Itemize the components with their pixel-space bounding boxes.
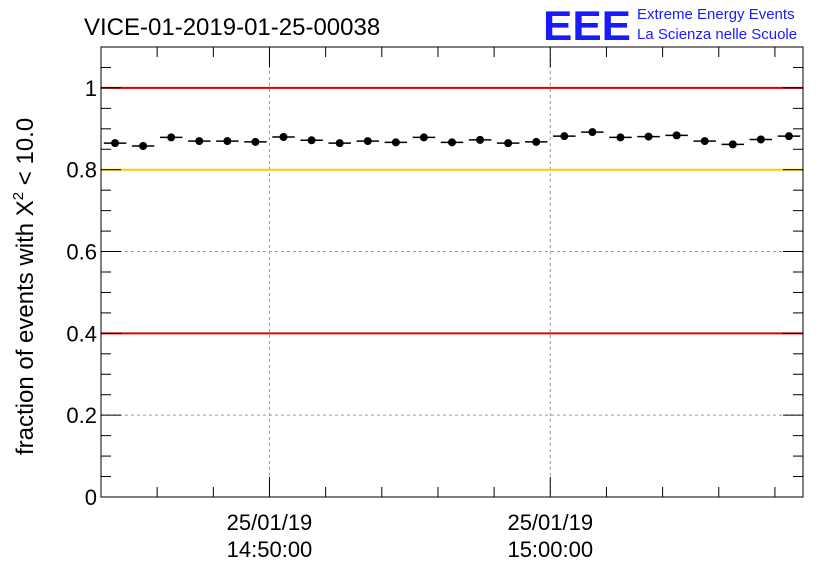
data-point bbox=[356, 137, 379, 146]
data-point-marker bbox=[672, 131, 681, 140]
data-point bbox=[131, 142, 155, 150]
data-point-marker bbox=[195, 137, 204, 146]
x-tick-label-date-0: 25/01/19 bbox=[227, 510, 313, 535]
data-point-marker bbox=[616, 133, 625, 142]
data-point-marker bbox=[363, 137, 372, 146]
data-point bbox=[300, 136, 323, 145]
grid-lines bbox=[101, 47, 803, 497]
data-point bbox=[693, 137, 716, 146]
data-point-marker bbox=[391, 138, 400, 147]
data-point-marker bbox=[448, 138, 456, 147]
eee-logo-line1: Extreme Energy Events bbox=[637, 6, 795, 23]
chart-title: VICE-01-2019-01-25-00038 bbox=[84, 14, 380, 41]
data-point bbox=[777, 132, 801, 141]
y-tick-label-5: 1 bbox=[85, 76, 97, 101]
data-point bbox=[440, 138, 464, 147]
eee-logo-line2: La Scienza nelle Scuole bbox=[637, 26, 797, 43]
data-point bbox=[244, 137, 267, 146]
data-point bbox=[272, 133, 295, 141]
data-point bbox=[468, 135, 492, 144]
data-point bbox=[553, 132, 576, 141]
y-tick-label-0: 0 bbox=[85, 485, 97, 510]
y-axis-label-symbol: X bbox=[12, 200, 39, 216]
data-point bbox=[216, 137, 239, 146]
x-tick-label-time-1: 15:00:00 bbox=[507, 537, 593, 562]
data-point-marker bbox=[588, 128, 597, 137]
y-tick-label-2: 0.4 bbox=[66, 321, 97, 346]
data-point bbox=[637, 132, 660, 141]
data-point-marker bbox=[279, 133, 288, 141]
y-tick-label-4: 0.8 bbox=[66, 158, 97, 183]
x-tick-label-time-0: 14:50:00 bbox=[227, 537, 313, 562]
data-point-marker bbox=[139, 142, 148, 150]
y-tick-label-1: 0.2 bbox=[66, 403, 97, 428]
data-point bbox=[665, 131, 688, 140]
data-point bbox=[384, 138, 408, 147]
data-point bbox=[721, 140, 745, 149]
data-point-marker bbox=[728, 140, 737, 149]
data-point bbox=[525, 137, 548, 146]
data-point bbox=[749, 135, 773, 144]
plot-frame bbox=[100, 46, 804, 498]
data-point-marker bbox=[223, 137, 232, 146]
data-point bbox=[496, 139, 520, 148]
data-point bbox=[609, 133, 632, 142]
data-point-marker bbox=[644, 132, 653, 141]
data-point bbox=[412, 133, 436, 142]
data-point-marker bbox=[532, 137, 541, 146]
data-point-marker bbox=[111, 139, 120, 148]
y-axis-label: fraction of events with X2 < 10.0 bbox=[10, 118, 39, 455]
data-point-marker bbox=[756, 135, 765, 144]
y-axis-label-suffix: < 10.0 bbox=[12, 118, 39, 192]
data-point-marker bbox=[335, 139, 344, 148]
data-point-marker bbox=[784, 132, 793, 141]
y-tick-labels: 0 0.2 0.4 0.6 0.8 1 bbox=[66, 76, 97, 510]
data-point-marker bbox=[167, 133, 176, 142]
data-points bbox=[103, 128, 801, 150]
data-point bbox=[103, 139, 127, 148]
eee-logo: EEE Extreme Energy Events La Scienza nel… bbox=[543, 2, 797, 49]
data-point-marker bbox=[560, 132, 569, 141]
data-point-marker bbox=[307, 136, 316, 145]
data-point-marker bbox=[251, 137, 260, 146]
data-point bbox=[159, 133, 183, 142]
data-point bbox=[328, 139, 351, 148]
y-tick-label-3: 0.6 bbox=[66, 240, 97, 265]
eee-logo-mark: EEE bbox=[543, 2, 631, 49]
axis-ticks bbox=[100, 46, 803, 498]
data-point bbox=[188, 137, 211, 146]
data-point-marker bbox=[419, 133, 428, 142]
x-tick-label-date-1: 25/01/19 bbox=[507, 510, 593, 535]
reference-lines bbox=[101, 86, 803, 335]
data-point-marker bbox=[700, 137, 709, 146]
data-point-marker bbox=[504, 139, 513, 148]
data-point bbox=[581, 128, 604, 137]
data-point-marker bbox=[476, 135, 485, 144]
y-axis-label-prefix: fraction of events with bbox=[12, 216, 39, 455]
y-axis-label-sup: 2 bbox=[10, 192, 27, 200]
